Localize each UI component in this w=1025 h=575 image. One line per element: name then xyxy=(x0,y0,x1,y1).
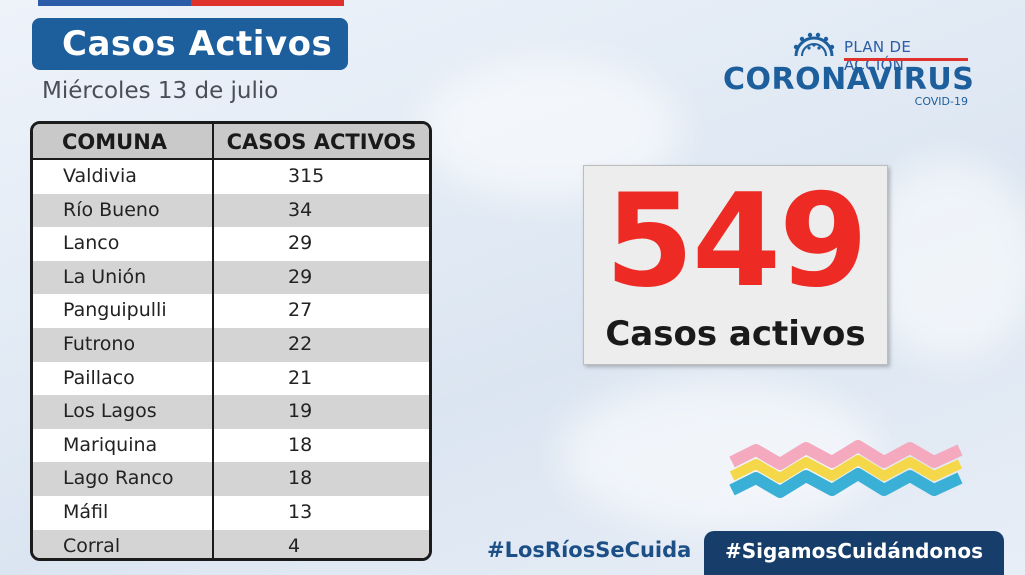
table-row: Panguipulli 27 xyxy=(33,294,429,328)
cell-comuna: La Unión xyxy=(33,260,214,295)
cell-casos: 34 xyxy=(288,198,313,221)
brand-text: CORONAVIRUS xyxy=(723,62,975,97)
table-row: Máfil 13 xyxy=(33,495,429,530)
cell-casos: 29 xyxy=(288,265,313,288)
coronavirus-plan-logo: PLAN DE ACCIÓN CORONAVIRUS COVID-19 xyxy=(720,28,974,110)
cell-casos: 18 xyxy=(288,433,313,456)
cell-comuna: Paillaco xyxy=(33,361,214,396)
cell-casos: 19 xyxy=(288,400,313,423)
total-cases-box: 549 Casos activos xyxy=(583,165,888,365)
cell-casos: 21 xyxy=(288,366,313,389)
wave-pink xyxy=(729,440,963,470)
wave-cyan xyxy=(729,468,963,498)
wave-yellow xyxy=(729,455,963,483)
total-cases-number: 549 xyxy=(604,167,868,316)
cases-table: COMUNA CASOS ACTIVOS Valdivia 315 Río Bue… xyxy=(30,121,432,561)
cell-casos: 4 xyxy=(288,534,301,557)
table-header: COMUNA CASOS ACTIVOS xyxy=(33,124,429,160)
table-row: Mariquina 18 xyxy=(33,428,429,463)
regional-waves-logo xyxy=(729,440,963,498)
hashtag-los-rios: #LosRíosSeCuida xyxy=(487,538,692,562)
cell-comuna: Mariquina xyxy=(33,428,214,463)
table-row: Corral 4 xyxy=(33,529,429,558)
top-flag-stripe xyxy=(38,0,344,6)
cell-comuna: Corral xyxy=(33,529,214,558)
cell-comuna: Lanco xyxy=(33,227,214,261)
sub-text: COVID-19 xyxy=(914,95,968,108)
cell-comuna: Panguipulli xyxy=(33,294,214,328)
cell-comuna: Máfil xyxy=(33,495,214,530)
table-row: Los Lagos 19 xyxy=(33,395,429,429)
table-row: Río Bueno 34 xyxy=(33,193,429,228)
table-body: Valdivia 315 Río Bueno 34 Lanco 29 La Unión… xyxy=(33,160,429,558)
cell-comuna: Lago Ranco xyxy=(33,462,214,496)
cell-comuna: Futrono xyxy=(33,327,214,362)
plan-underline xyxy=(844,58,968,61)
cell-casos: 18 xyxy=(288,467,313,490)
cell-comuna: Los Lagos xyxy=(33,395,214,429)
cell-casos: 22 xyxy=(288,332,313,355)
cell-casos: 29 xyxy=(288,232,313,255)
table-row: Valdivia 315 xyxy=(33,160,429,194)
table-row: Lago Ranco 18 xyxy=(33,462,429,496)
cell-casos: 13 xyxy=(288,500,313,523)
cell-casos: 315 xyxy=(288,165,325,187)
table-row: Paillaco 21 xyxy=(33,361,429,396)
column-header-casos: CASOS ACTIVOS xyxy=(226,130,417,154)
total-cases-label: Casos activos xyxy=(605,314,866,354)
page-title: Casos Activos xyxy=(32,18,348,70)
table-row: Futrono 22 xyxy=(33,327,429,362)
cell-casos: 27 xyxy=(288,299,313,322)
table-row: Lanco 29 xyxy=(33,227,429,261)
cell-comuna: Río Bueno xyxy=(33,193,214,228)
report-date: Miércoles 13 de julio xyxy=(42,78,279,104)
virus-icon xyxy=(793,32,835,57)
hashtag-sigamos: #SigamosCuidándonos xyxy=(704,531,1004,575)
table-row: La Unión 29 xyxy=(33,260,429,295)
column-header-comuna: COMUNA xyxy=(33,124,214,158)
cell-comuna: Valdivia xyxy=(33,160,214,194)
